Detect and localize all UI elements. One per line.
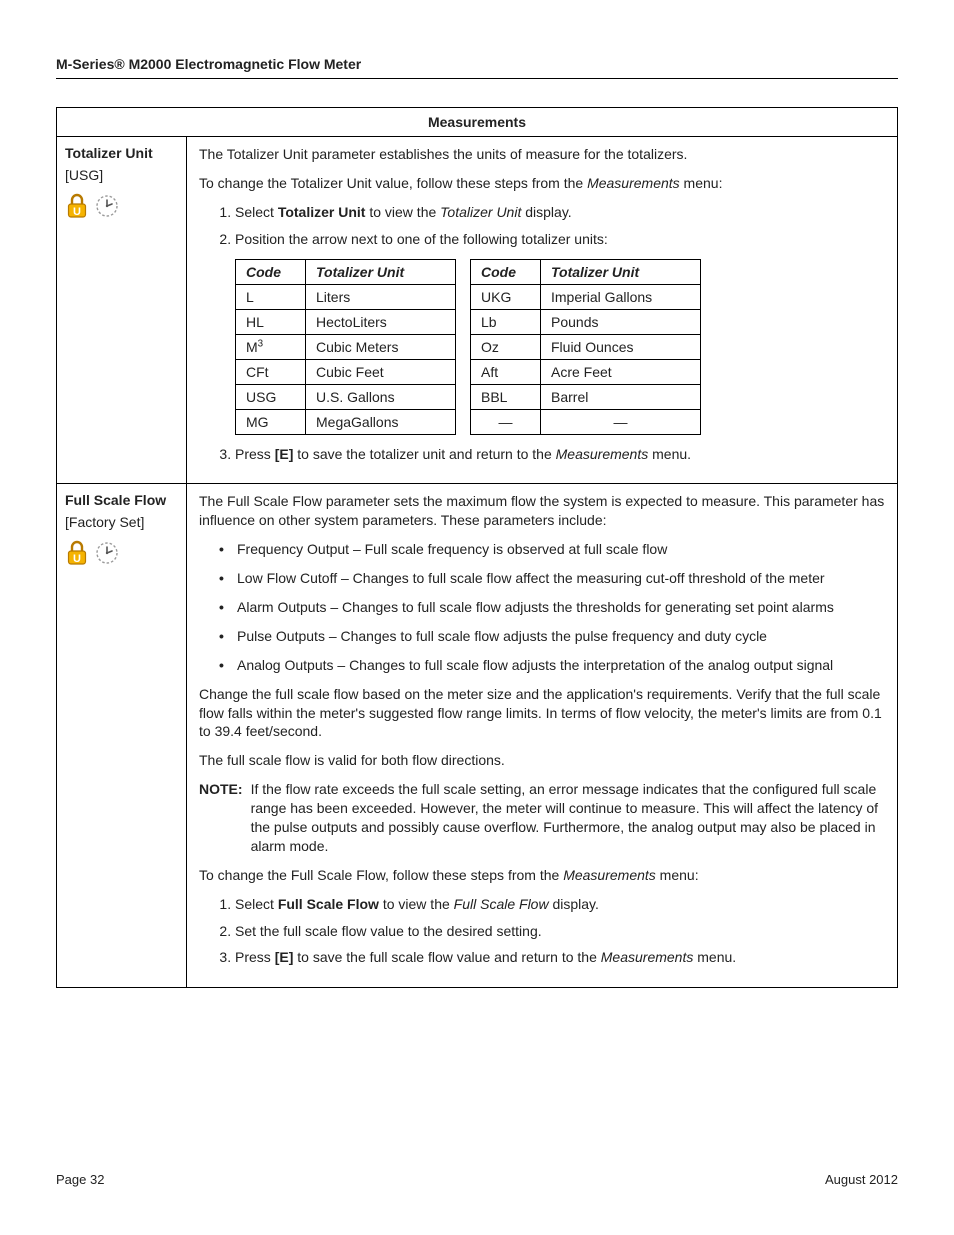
param-title: Full Scale Flow — [65, 492, 180, 508]
text: The Totalizer Unit parameter establishes… — [199, 145, 885, 164]
footer: Page 32 August 2012 — [56, 1172, 898, 1187]
param-title: Totalizer Unit — [65, 145, 180, 161]
lock-icon: U — [65, 193, 89, 219]
table-row: AftAcre Feet — [471, 359, 701, 384]
header-rule — [56, 78, 898, 79]
page: M-Series® M2000 Electromagnetic Flow Met… — [0, 0, 954, 1235]
col-header: Code — [471, 259, 541, 284]
col-header: Code — [236, 259, 306, 284]
steps-list: Select Totalizer Unit to view the Totali… — [235, 203, 885, 249]
param-cell: Totalizer Unit [USG] U — [57, 137, 187, 484]
text: The Full Scale Flow parameter sets the m… — [199, 492, 885, 530]
step-item: Select Totalizer Unit to view the Totali… — [235, 203, 885, 222]
table-row: —— — [471, 409, 701, 434]
clock-icon — [95, 541, 119, 565]
note-label: NOTE: — [199, 780, 243, 856]
steps-list: Press [E] to save the totalizer unit and… — [235, 445, 885, 464]
codes-table-right: Code Totalizer Unit UKGImperial Gallons … — [470, 259, 701, 435]
param-subtitle: [USG] — [65, 167, 180, 183]
col-header: Totalizer Unit — [306, 259, 456, 284]
param-cell: Full Scale Flow [Factory Set] U — [57, 484, 187, 988]
param-subtitle: [Factory Set] — [65, 514, 180, 530]
table-row: USGU.S. Gallons — [236, 384, 456, 409]
step-item: Set the full scale flow value to the des… — [235, 922, 885, 941]
step-item: Press [E] to save the totalizer unit and… — [235, 445, 885, 464]
step-item: Select Full Scale Flow to view the Full … — [235, 895, 885, 914]
param-icons: U — [65, 540, 180, 566]
text: To change the Full Scale Flow, follow th… — [199, 866, 885, 885]
measurements-table: Measurements Totalizer Unit [USG] U — [56, 107, 898, 988]
desc-cell: The Full Scale Flow parameter sets the m… — [187, 484, 898, 988]
step-item: Press [E] to save the full scale flow va… — [235, 948, 885, 967]
bullet-item: Frequency Output – Full scale frequency … — [219, 540, 885, 559]
bullet-item: Low Flow Cutoff – Changes to full scale … — [219, 569, 885, 588]
bullet-list: Frequency Output – Full scale frequency … — [219, 540, 885, 674]
bullet-item: Pulse Outputs – Changes to full scale fl… — [219, 627, 885, 646]
doc-header-title: M-Series® M2000 Electromagnetic Flow Met… — [56, 56, 898, 72]
lock-icon: U — [65, 540, 89, 566]
table-row: MGMegaGallons — [236, 409, 456, 434]
clock-icon — [95, 194, 119, 218]
text: The full scale flow is valid for both fl… — [199, 751, 885, 770]
note-body: If the flow rate exceeds the full scale … — [251, 780, 885, 856]
param-icons: U — [65, 193, 180, 219]
table-row: Full Scale Flow [Factory Set] U — [57, 484, 898, 988]
codes-table-left: Code Totalizer Unit LLiters HLHectoLiter… — [235, 259, 456, 435]
svg-text:U: U — [73, 206, 81, 218]
table-row: Totalizer Unit [USG] U — [57, 137, 898, 484]
step-item: Position the arrow next to one of the fo… — [235, 230, 885, 249]
table-row: M3Cubic Meters — [236, 334, 456, 359]
codes-tables: Code Totalizer Unit LLiters HLHectoLiter… — [235, 259, 885, 435]
text: Change the full scale flow based on the … — [199, 685, 885, 742]
table-row: LLiters — [236, 284, 456, 309]
desc-cell: The Totalizer Unit parameter establishes… — [187, 137, 898, 484]
table-row: CFtCubic Feet — [236, 359, 456, 384]
text: To change the Totalizer Unit value, foll… — [199, 174, 885, 193]
svg-text:U: U — [73, 553, 81, 565]
page-number: Page 32 — [56, 1172, 104, 1187]
table-row: HLHectoLiters — [236, 309, 456, 334]
table-row: UKGImperial Gallons — [471, 284, 701, 309]
table-row: LbPounds — [471, 309, 701, 334]
table-title: Measurements — [57, 108, 898, 137]
note-block: NOTE: If the flow rate exceeds the full … — [199, 780, 885, 856]
table-row: OzFluid Ounces — [471, 334, 701, 359]
footer-date: August 2012 — [825, 1172, 898, 1187]
steps-list: Select Full Scale Flow to view the Full … — [235, 895, 885, 968]
col-header: Totalizer Unit — [541, 259, 701, 284]
bullet-item: Alarm Outputs – Changes to full scale fl… — [219, 598, 885, 617]
table-row: BBLBarrel — [471, 384, 701, 409]
bullet-item: Analog Outputs – Changes to full scale f… — [219, 656, 885, 675]
